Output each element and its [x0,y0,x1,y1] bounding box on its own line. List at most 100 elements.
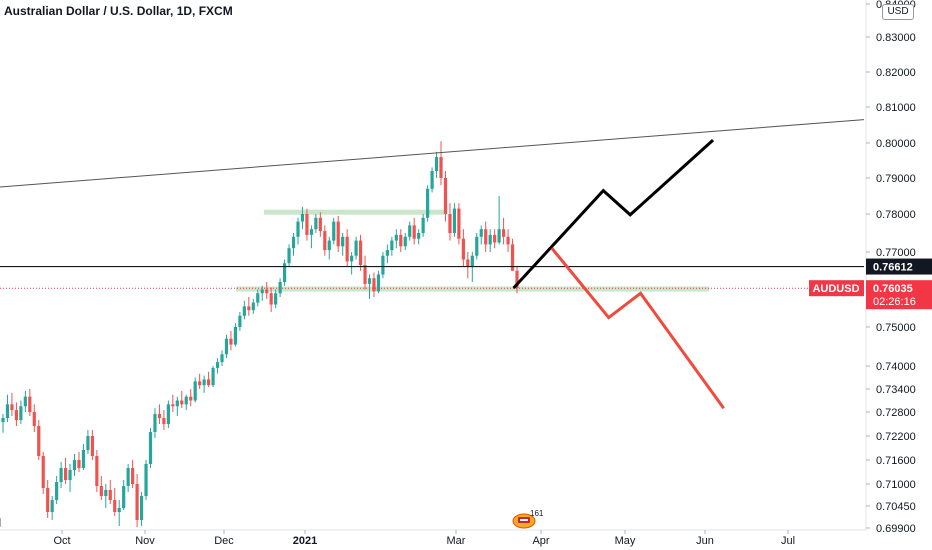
candle-body [19,406,23,420]
candle-body [381,255,385,275]
candle-body [247,306,251,311]
symbol-label-bg [809,280,864,297]
candle-body [323,231,327,251]
candle-body [358,240,363,266]
price-tick: 0.74000 [876,361,916,373]
resistance-zone[interactable] [264,209,444,215]
candle-body [117,508,121,512]
candle-body [148,432,153,464]
time-axis: Oct Nov Dec 2021 Mar Apr May Jun Jul [0,529,866,547]
candle-body [426,188,430,218]
candle-body [408,225,412,237]
candle-body [242,306,246,316]
time-tick: 2021 [293,535,317,547]
candle-body [265,289,269,294]
candle-body [122,486,126,508]
price-tick: 0.71600 [876,455,916,467]
drawings [0,119,865,527]
candle-body [341,236,345,247]
last-price-label: 0.76035 [873,283,913,295]
zones [236,209,709,292]
candle-body [14,410,19,420]
candle-body [291,236,296,249]
time-tick: Jul [781,535,795,547]
candle-body [479,229,483,237]
time-tick: Apr [532,535,549,547]
candle-body [211,367,215,386]
currency-selector[interactable]: USD [882,4,914,20]
price-tick: 0.83000 [876,32,916,44]
time-tick: May [615,535,636,547]
candle-body [510,244,515,271]
candle-body [488,234,492,245]
candle-body [475,236,479,256]
badge-icon: 161 [512,509,544,529]
candle-body [220,354,224,363]
candle-body [32,412,36,426]
symbol-label: AUDUSD [812,283,859,295]
horizontal-line-label-bg [866,258,932,275]
candle-body [394,234,398,241]
time-tick: Dec [214,535,234,547]
candle-body [68,470,72,480]
price-tick: 0.70450 [876,501,916,513]
price-tick: 0.77000 [876,247,916,259]
candle-body [278,282,282,294]
candle-body [363,265,367,284]
support-zone[interactable] [236,286,709,292]
time-tick: Mar [447,535,466,547]
candle-body [350,255,354,262]
bullish-projection[interactable] [512,138,715,290]
candle-body [180,400,184,405]
candle-body [515,270,519,288]
candle-body [81,450,86,468]
candle-body [139,496,144,520]
candle-body [412,225,416,239]
price-tick: 0.78000 [876,209,916,221]
candle-body [215,362,220,368]
badge-count: 161 [530,509,544,518]
candle-body [461,238,465,260]
candle-body [470,255,474,267]
candle-body [63,468,68,480]
price-tick: 0.69900 [876,523,916,535]
last-price-label-bg [866,280,932,310]
candle-body [403,236,407,247]
candle-body [274,293,278,305]
candle-body [260,289,264,294]
candle-body [55,482,59,500]
candle-body [86,436,90,450]
candle-body [251,302,255,311]
time-tick: Oct [53,535,70,547]
candle-body [99,486,103,496]
candle-body [202,379,206,386]
horizontal-line-label: 0.76612 [873,262,913,274]
candle-body [314,217,318,230]
candles [1,141,519,528]
bearish-projection[interactable] [550,247,725,410]
candle-body [162,418,166,424]
candle-body [417,233,421,239]
candle-body [72,460,77,470]
candle-body [390,240,394,251]
candle-body [153,414,157,432]
countdown-label: 02:26:16 [873,296,916,308]
candle-body [5,404,10,418]
candle-body [10,404,14,411]
candle-body [131,468,135,484]
price-tick: 0.71000 [876,479,916,491]
candle-body [46,488,50,512]
candle-body [439,157,443,178]
price-tick: 0.73400 [876,384,916,396]
candle-body [332,221,336,241]
candle-body [457,208,461,239]
candle-body [193,381,197,401]
candle-body [135,484,139,520]
candle-body [171,404,175,407]
upper-trendline[interactable] [0,119,865,188]
candle-body [233,327,238,345]
candle-body [399,234,403,247]
candle-body [452,208,457,233]
